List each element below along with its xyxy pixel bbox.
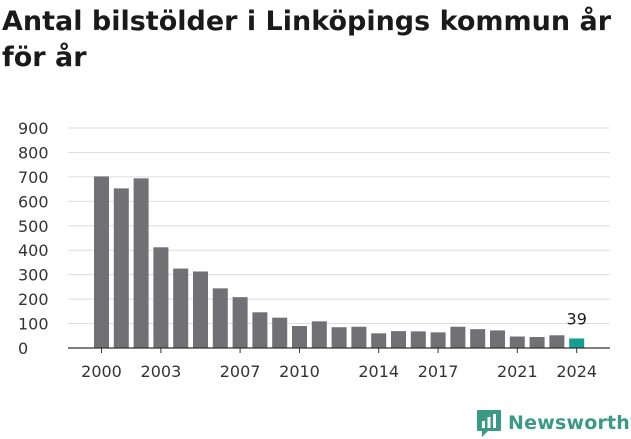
bars — [94, 176, 585, 348]
bar-2021 — [509, 336, 525, 348]
y-tick-label: 900 — [18, 119, 49, 138]
bar-2006 — [212, 288, 228, 348]
y-tick-label: 500 — [18, 217, 49, 236]
bar-2024 — [569, 338, 585, 348]
y-axis-tick-labels: 0 100 200 300 400 500 600 700 800 900 — [18, 119, 49, 358]
y-tick-label: 300 — [18, 266, 49, 285]
bar-2003 — [153, 247, 169, 348]
brand-name: Newsworthy — [508, 412, 631, 434]
newsworthy-logo: Newsworthy — [476, 408, 631, 438]
x-tick-label: 2014 — [358, 362, 399, 381]
bar-2005 — [193, 271, 208, 348]
grid-lines — [68, 127, 610, 325]
bar-2004 — [173, 268, 189, 348]
y-tick-label: 200 — [18, 290, 49, 309]
data-labels: 39 — [567, 309, 587, 328]
bar-2014 — [371, 333, 387, 348]
bar-2001 — [113, 188, 129, 348]
y-tick-label: 400 — [18, 241, 49, 260]
x-tick-label: 2010 — [279, 362, 320, 381]
bar-2010 — [292, 326, 307, 348]
bar-2012 — [331, 327, 347, 348]
y-tick-label: 100 — [18, 315, 49, 334]
x-tick-label: 2017 — [418, 362, 459, 381]
bar-2015 — [391, 331, 406, 348]
x-tick-label: 2021 — [497, 362, 538, 381]
bar-2020 — [490, 330, 505, 348]
data-label-2024: 39 — [567, 309, 587, 328]
x-tick-label: 2003 — [141, 362, 182, 381]
y-tick-label: 800 — [18, 143, 49, 162]
bar-2013 — [351, 326, 367, 348]
bar-2018 — [450, 326, 466, 348]
x-axis-ticks: 2000 2003 2007 2010 2014 2017 2021 2024 — [81, 348, 597, 381]
x-tick-label: 2024 — [556, 362, 597, 381]
x-tick-label: 2000 — [81, 362, 122, 381]
bar-2022 — [529, 337, 545, 348]
y-tick-label: 600 — [18, 192, 49, 211]
bar-2011 — [311, 321, 327, 348]
bar-2002 — [133, 178, 149, 348]
bar-2023 — [549, 335, 565, 348]
newsworthy-chart-icon — [477, 410, 501, 437]
x-tick-label: 2007 — [220, 362, 261, 381]
bar-2017 — [430, 332, 446, 348]
y-tick-label: 700 — [18, 168, 49, 187]
y-tick-label: 0 — [18, 339, 28, 358]
bar-2008 — [252, 312, 268, 348]
bar-2019 — [470, 329, 486, 348]
bar-2007 — [232, 297, 248, 348]
bar-2016 — [410, 331, 426, 348]
bar-2000 — [94, 176, 109, 348]
bar-2009 — [272, 317, 288, 348]
chart-title: Antal bilstölder i Linköpings kommun år … — [2, 6, 612, 73]
